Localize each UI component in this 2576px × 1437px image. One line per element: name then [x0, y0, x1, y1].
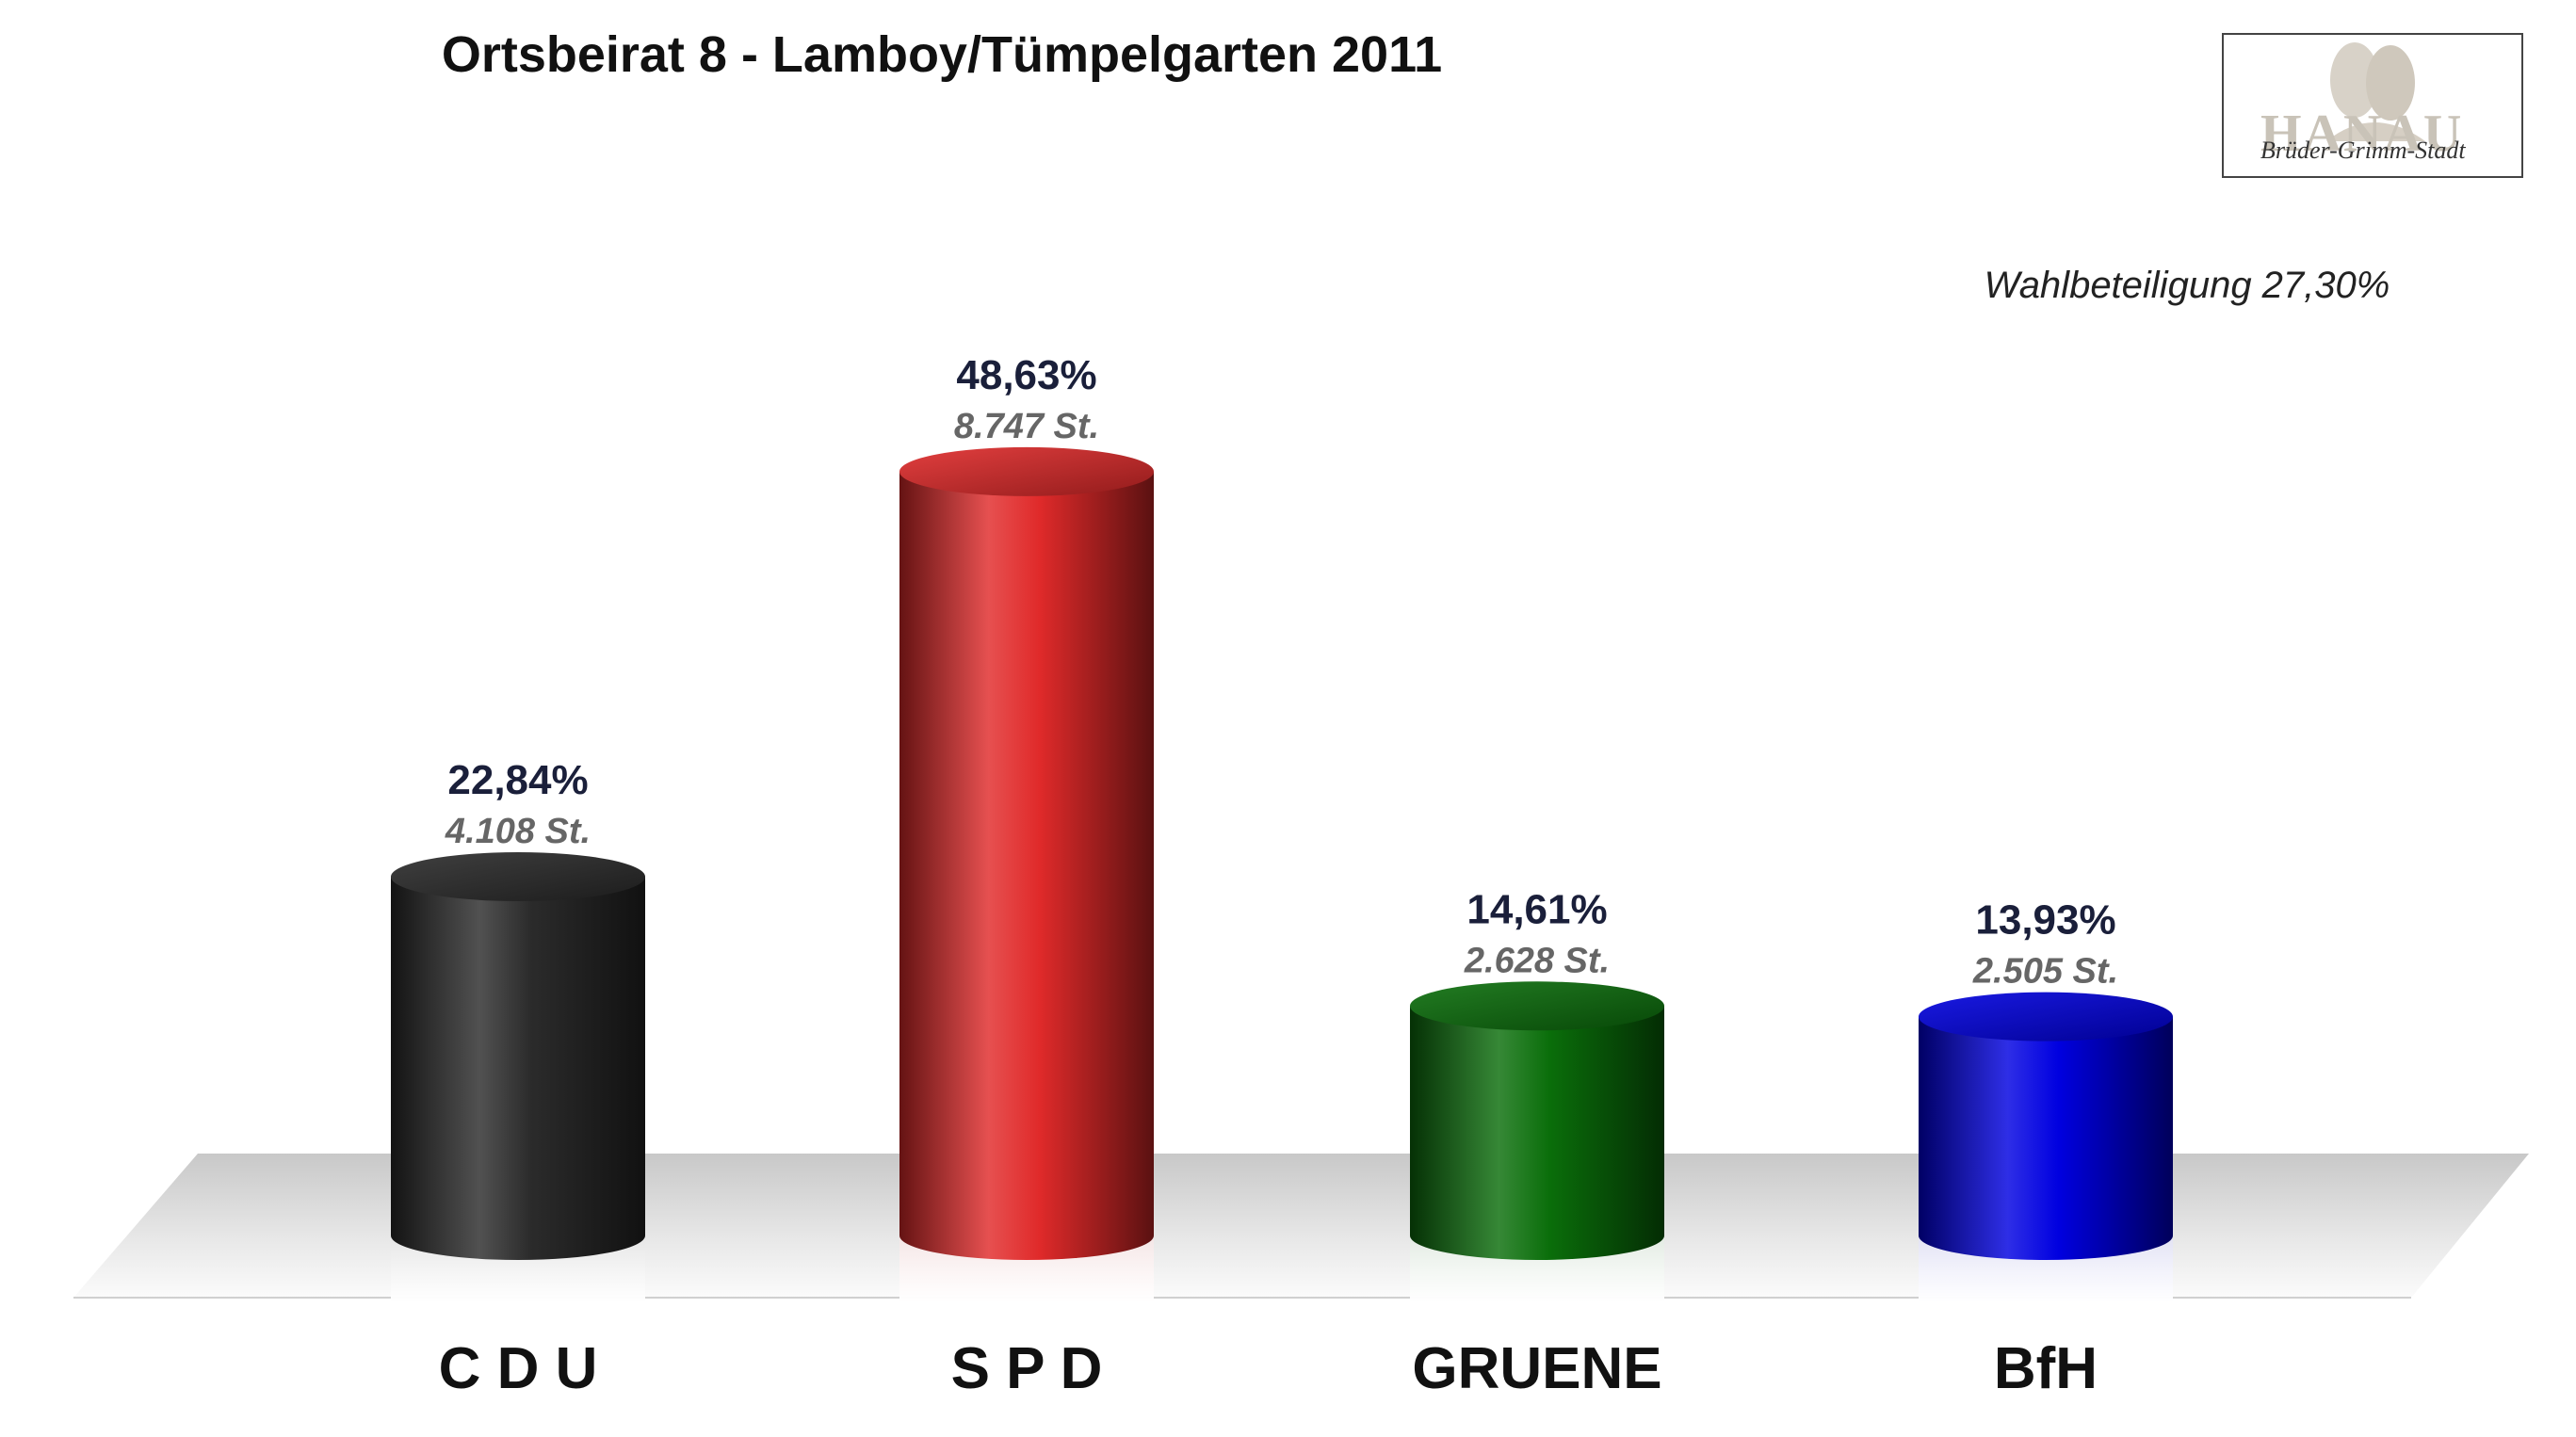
votes-label: 2.505 St.	[1972, 952, 2118, 992]
category-label: C D U	[439, 1336, 598, 1401]
bar-top	[391, 852, 645, 902]
logo: HANAU Brüder-Grimm-Stadt	[2222, 33, 2523, 178]
bar-cdu	[391, 877, 645, 1260]
bar-top	[1410, 981, 1664, 1031]
bar-gruene	[1410, 1006, 1664, 1260]
value-label: 13,93%	[1975, 897, 2115, 944]
turnout-annotation: Wahlbeteiligung 27,30%	[1985, 265, 2390, 306]
labels-layer: 22,84% 4.108 St. C D U 48,63% 8.747 St. S P D…	[439, 352, 2119, 1401]
value-label: 14,61%	[1466, 886, 1607, 932]
votes-label: 8.747 St.	[954, 407, 1099, 446]
votes-label: 2.628 St.	[1464, 941, 1610, 980]
logo-word: HANAU	[2260, 105, 2463, 163]
bars-layer	[391, 446, 2173, 1303]
grimm-brothers-portrait-icon	[2326, 42, 2425, 141]
category-label: S P D	[951, 1336, 1103, 1401]
votes-label: 4.108 St.	[445, 812, 591, 851]
value-label: 22,84%	[447, 757, 588, 803]
bar-top	[1919, 992, 2173, 1041]
bar-top	[899, 446, 1154, 496]
category-label: GRUENE	[1412, 1336, 1661, 1401]
logo-script: Brüder-Grimm-Stadt	[2260, 137, 2466, 164]
category-label: BfH	[1994, 1336, 2098, 1401]
value-label: 48,63%	[956, 352, 1096, 398]
chart-floor	[73, 1154, 2529, 1298]
bar-spd	[899, 471, 1154, 1261]
bar-bfh	[1919, 1016, 2173, 1260]
chart-title: Ortsbeirat 8 - Lamboy/Tümpelgarten 2011	[442, 26, 1442, 83]
